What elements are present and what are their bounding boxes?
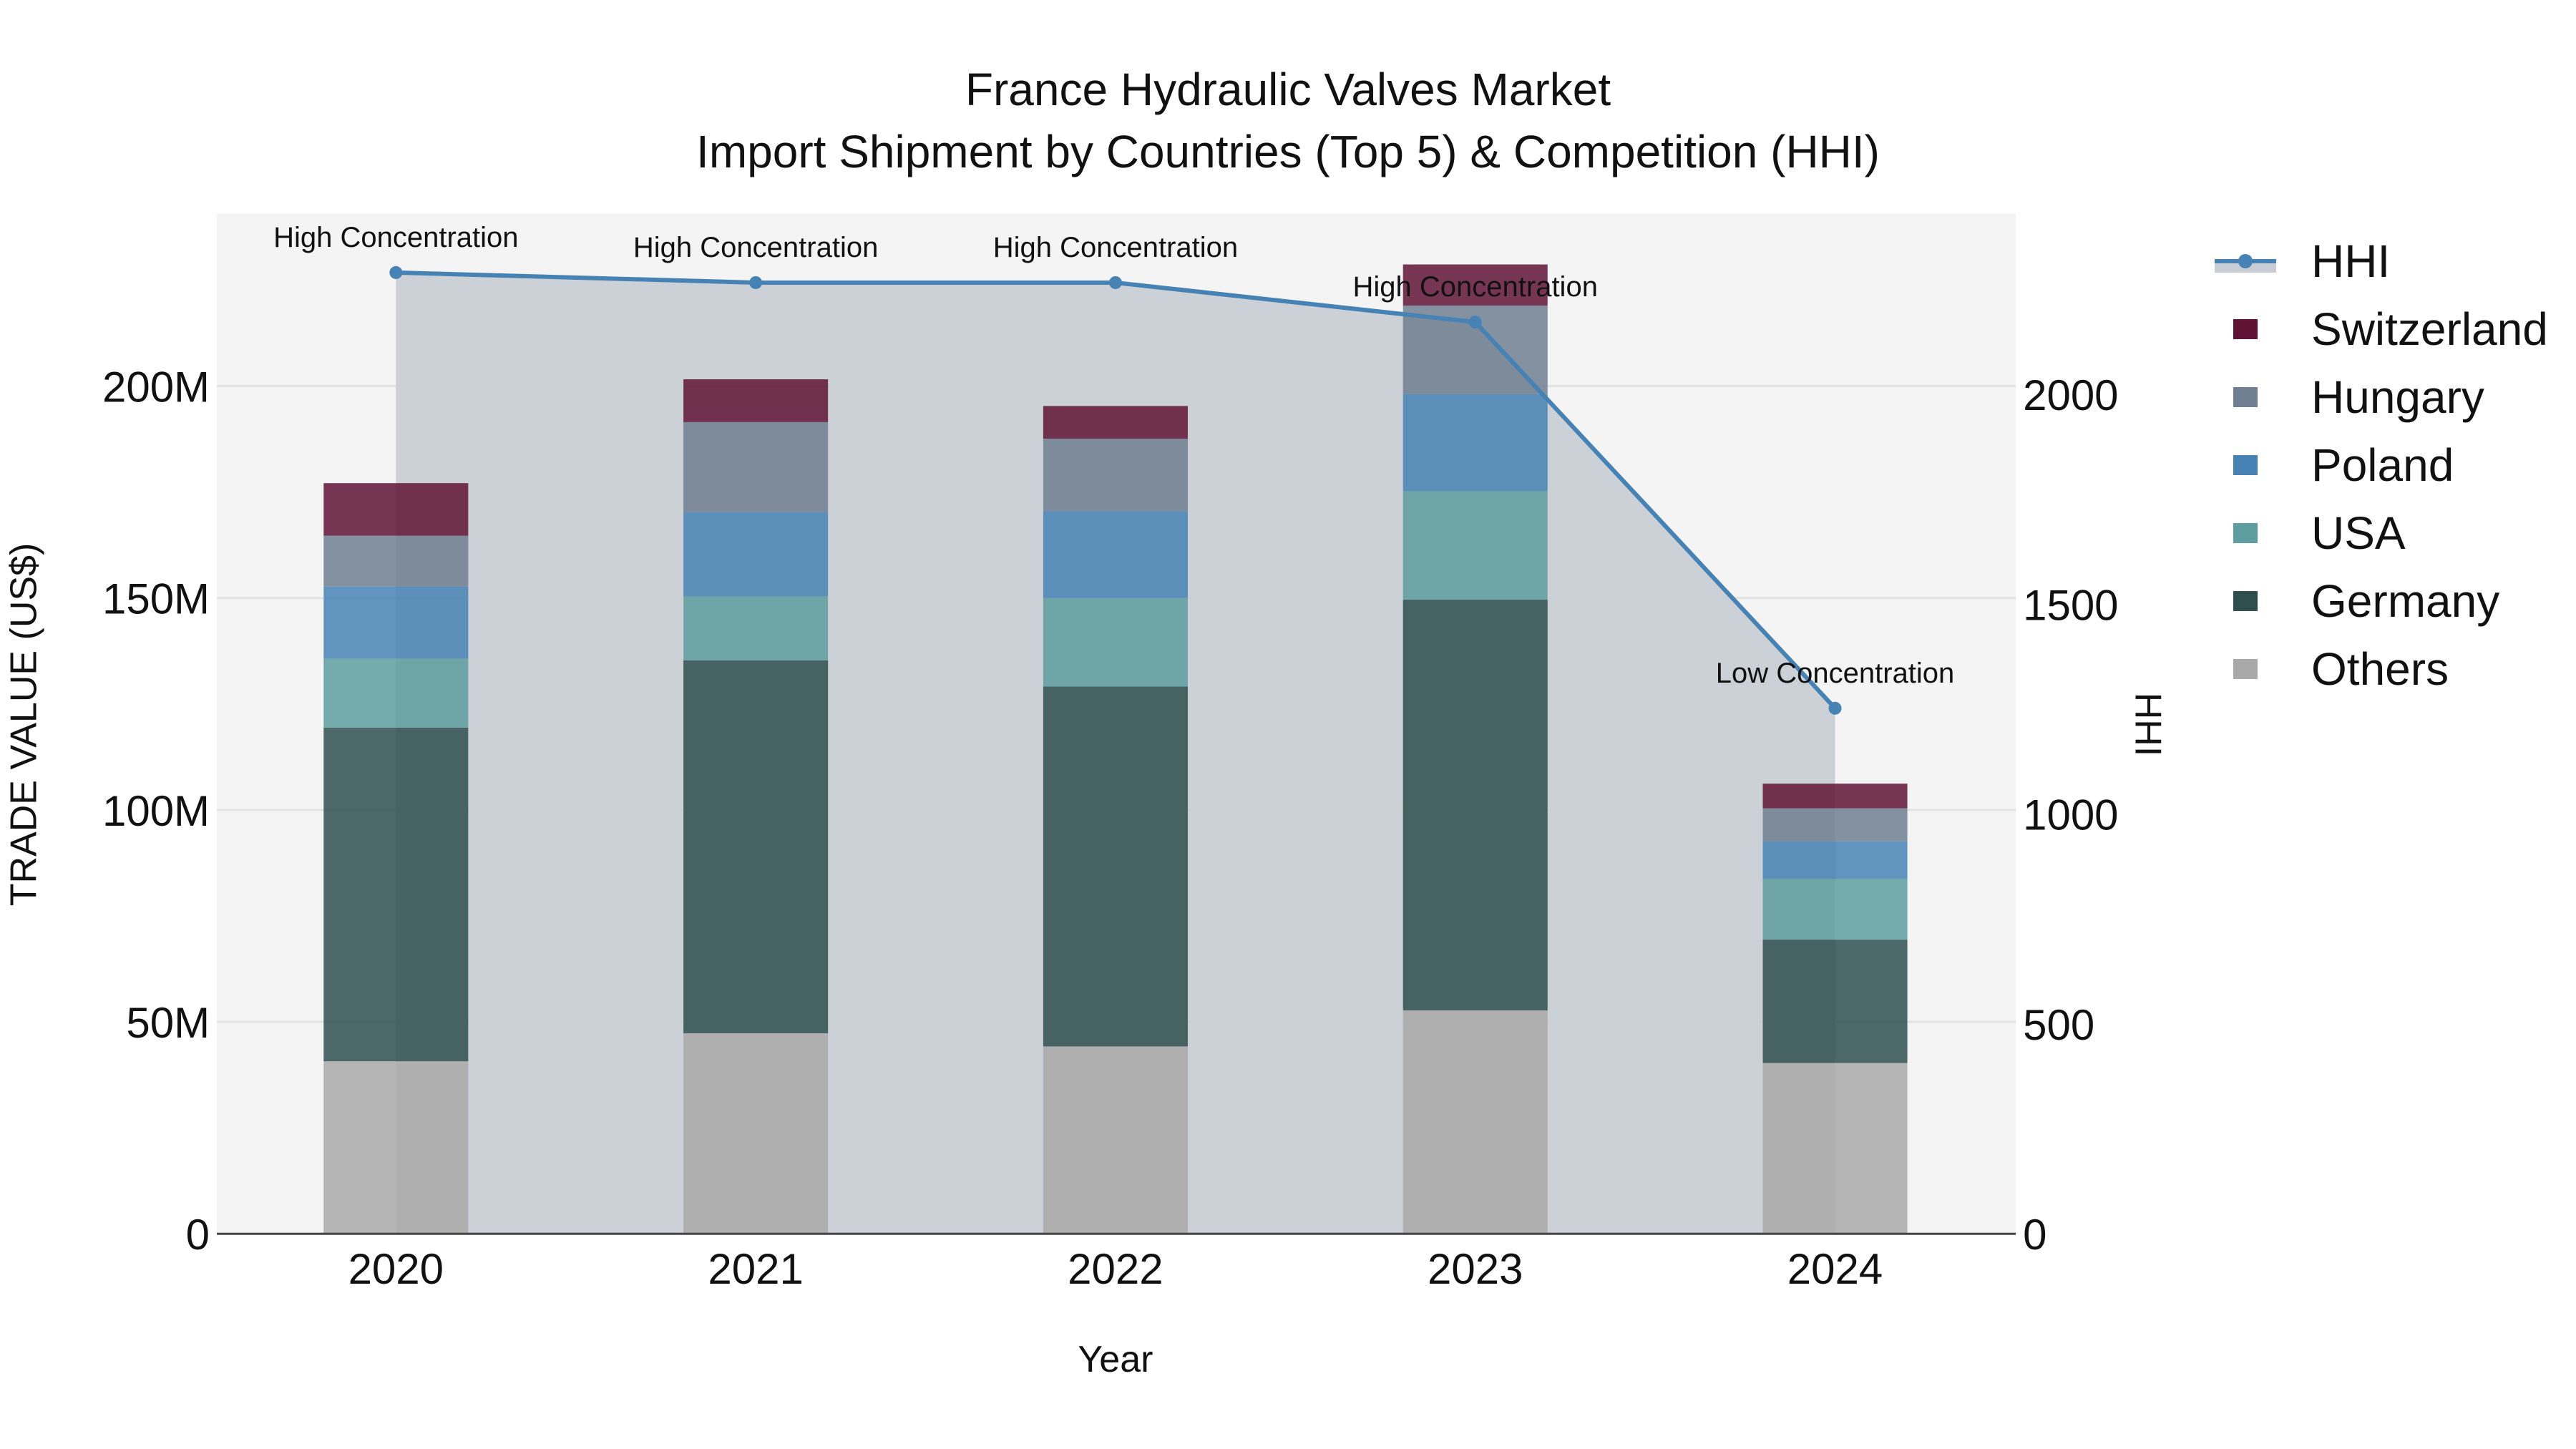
x-tick-label: 2024 [1787, 1245, 1883, 1293]
legend-item-others[interactable]: Others [2233, 643, 2449, 695]
y-axis-title: TRADE VALUE (US$) [4, 543, 45, 907]
bar-segment-others[interactable] [1402, 1010, 1548, 1234]
bar-segment-usa[interactable] [1043, 597, 1188, 687]
x-tick-label: 2021 [708, 1245, 803, 1293]
legend-item-usa[interactable]: USA [2233, 507, 2406, 559]
legend-label: Switzerland [2311, 303, 2548, 355]
x-tick-label: 2020 [348, 1245, 444, 1293]
bar-segment-usa[interactable] [1402, 491, 1548, 600]
bar-segment-poland[interactable] [1043, 511, 1188, 598]
y2-tick-label: 1500 [2023, 581, 2118, 629]
legend-item-switzerland[interactable]: Switzerland [2233, 303, 2548, 355]
bar-segment-hungary[interactable] [683, 421, 829, 513]
y-tick-label: 100M [102, 787, 210, 835]
bar-segment-switzerland[interactable] [1762, 784, 1908, 809]
bar-segment-poland[interactable] [683, 512, 829, 597]
bar-segment-switzerland[interactable] [1402, 264, 1548, 306]
x-tick-label: 2023 [1428, 1245, 1523, 1293]
bar-segment-usa[interactable] [683, 596, 829, 660]
bar-segment-hungary[interactable] [323, 535, 469, 587]
bar-segment-hungary[interactable] [1762, 808, 1908, 841]
bar-segment-switzerland[interactable] [683, 379, 829, 422]
hhi-marker[interactable] [1108, 275, 1122, 289]
y2-tick-label: 2000 [2023, 371, 2118, 419]
hhi-marker[interactable] [1828, 701, 1842, 715]
hhi-marker[interactable] [1468, 316, 1482, 329]
y-tick-label: 150M [102, 575, 210, 623]
chart-title: France Hydraulic Valves Market [965, 64, 1611, 115]
y-tick-label: 200M [102, 364, 210, 411]
y2-tick-label: 0 [2023, 1211, 2046, 1259]
hhi-annotation: High Concentration [993, 232, 1238, 263]
bar-segment-hungary[interactable] [1043, 438, 1188, 512]
y2-tick-label: 500 [2023, 1001, 2094, 1049]
legend-label: Hungary [2311, 371, 2484, 423]
legend-label: HHI [2311, 235, 2390, 287]
bar-segment-switzerland[interactable] [1043, 406, 1188, 439]
bar-segment-usa[interactable] [323, 658, 469, 728]
legend-item-hhi[interactable]: HHI [2215, 235, 2390, 287]
y2-axis-title: HHI [2127, 693, 2169, 757]
legend-label: USA [2311, 507, 2406, 559]
bar-segment-others[interactable] [1762, 1063, 1908, 1234]
hhi-annotation: Low Concentration [1716, 658, 1955, 689]
x-tick-label: 2022 [1068, 1245, 1163, 1293]
bar-segment-germany[interactable] [1043, 686, 1188, 1047]
bar-segment-germany[interactable] [1762, 940, 1908, 1063]
bar-segment-germany[interactable] [1402, 600, 1548, 1011]
legend-item-germany[interactable]: Germany [2233, 575, 2499, 627]
legend-label: Germany [2311, 575, 2499, 627]
y-tick-label: 50M [126, 999, 210, 1047]
bar-segment-germany[interactable] [323, 727, 469, 1062]
bar-segment-others[interactable] [323, 1061, 469, 1234]
y-tick-label: 0 [186, 1211, 210, 1259]
bar-segment-poland[interactable] [323, 586, 469, 659]
hhi-marker[interactable] [389, 265, 403, 279]
bar-segment-poland[interactable] [1762, 841, 1908, 879]
legend-label: Poland [2311, 439, 2454, 491]
hhi-annotation: High Concentration [633, 232, 878, 263]
x-axis-title: Year [1078, 1339, 1153, 1380]
bar-segment-others[interactable] [1043, 1046, 1188, 1234]
bar-segment-others[interactable] [683, 1033, 829, 1234]
bar-segment-usa[interactable] [1762, 879, 1908, 940]
bar-segment-switzerland[interactable] [323, 483, 469, 536]
hhi-annotation: High Concentration [273, 222, 518, 253]
bar-segment-germany[interactable] [683, 660, 829, 1034]
hhi-annotation: High Concentration [1353, 271, 1598, 303]
legend-item-poland[interactable]: Poland [2233, 439, 2454, 491]
legend-label: Others [2311, 643, 2449, 695]
bar-segment-poland[interactable] [1402, 394, 1548, 492]
legend-item-hungary[interactable]: Hungary [2233, 371, 2484, 423]
chart-subtitle: Import Shipment by Countries (Top 5) & C… [696, 126, 1880, 177]
hhi-marker[interactable] [749, 275, 763, 289]
y2-tick-label: 1000 [2023, 791, 2118, 839]
